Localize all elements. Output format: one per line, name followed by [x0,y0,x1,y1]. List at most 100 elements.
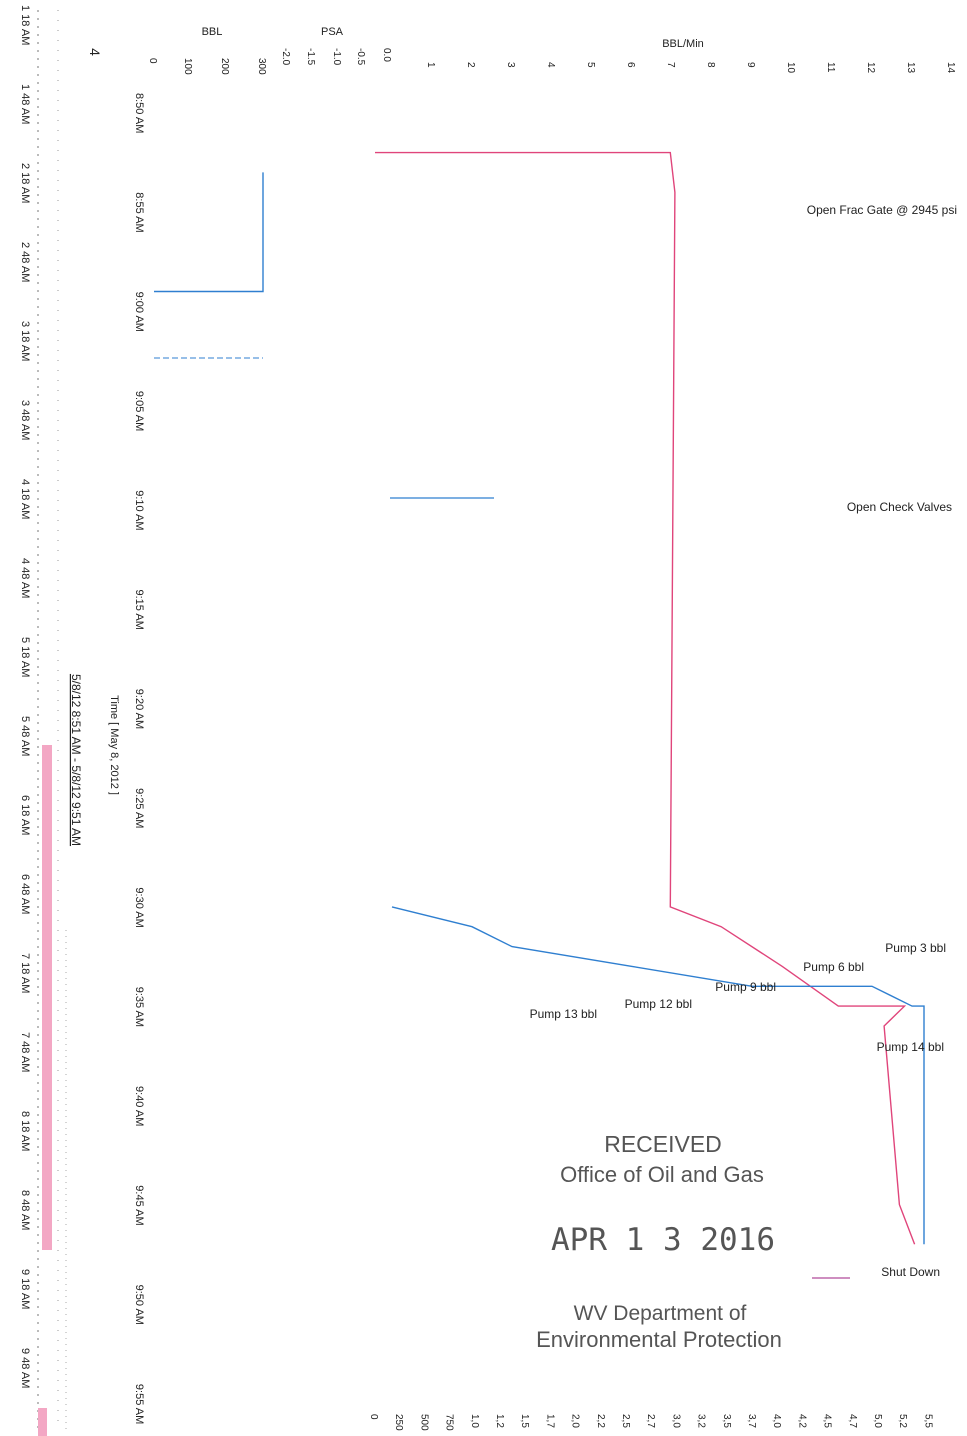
rate-tick-label: 8 [705,62,716,68]
time-tick-label: 9:40 AM [133,1086,145,1126]
overview-tick-label: 9 18 AM [19,1269,31,1309]
bblmin-axis-label: BBL/Min [662,38,704,50]
pressure-tick-label: 1,5 [519,1414,530,1428]
received-stamp: RECEIVED Office of Oil and Gas APR 1 3 2… [536,1131,782,1352]
overview-highlight-band [42,745,52,1250]
annotation-label: Pump 13 bbl [530,1007,597,1021]
stamp-env-protection: Environmental Protection [536,1327,782,1352]
annotation-label: Pump 12 bbl [625,997,692,1011]
psa-tick-label: -1.5 [305,48,316,66]
time-tick-label: 9:25 AM [133,788,145,828]
annotation-label: Shut Down [881,1265,940,1279]
series-line-2 [391,906,925,1245]
overview-highlight-band-end [38,1408,47,1436]
time-tick-label: 9:10 AM [133,490,145,530]
overview-tick-label: 5 18 AM [19,637,31,677]
series-line-1 [154,172,264,293]
pressure-tick-label: 5,5 [922,1414,933,1428]
overview-arrow: 4 [87,48,103,56]
rate-tick-label: 7 [665,62,676,68]
pressure-tick-label: 2,2 [595,1414,606,1428]
bbl-tick-label: 0 [147,58,158,64]
time-tick-label: 9:20 AM [133,689,145,729]
rate-tick-label: 6 [625,62,636,68]
time-tick-label: 9:50 AM [133,1285,145,1325]
overview-tick-label: 8 48 AM [19,1190,31,1230]
time-tick-label: 8:55 AM [133,192,145,232]
bbl-tick-label: 300 [256,58,267,75]
overview-tick-label: 9 48 AM [19,1348,31,1388]
annotation-label: Open Frac Gate @ 2945 psi [807,203,957,217]
rate-tick-label: 12 [865,62,876,74]
stamp-wv-dept: WV Department of [574,1302,747,1325]
stamp-office: Office of Oil and Gas [560,1162,764,1187]
pressure-tick-label: 4,0 [771,1414,782,1428]
series-line-0 [375,151,916,1245]
pressure-tick-label: 4,2 [796,1414,807,1428]
overview-tick-label: 4 18 AM [19,479,31,519]
bbl-tick-label: 100 [182,58,193,75]
pressure-tick-label: 3,5 [721,1414,732,1428]
overview-tick-label: 7 18 AM [19,953,31,993]
pressure-tick-label: 5,0 [872,1414,883,1428]
stamp-received: RECEIVED [604,1131,722,1157]
pressure-tick-label: 5,2 [897,1414,908,1428]
time-tick-label: 9:05 AM [133,391,145,431]
overview-tick-label: 3 48 AM [19,400,31,440]
rate-tick-label: 5 [585,62,596,68]
overview-tick-label: 1 48 AM [19,84,31,124]
annotation-label: Pump 9 bbl [715,980,776,994]
overview-tick-label: 2 18 AM [19,163,31,203]
psa-tick-label: -2.0 [280,48,291,66]
rate-tick-label: 13 [905,62,916,74]
psa-tick-label: -1.0 [331,48,342,66]
stamp-date: APR 1 3 2016 [551,1222,775,1258]
annotation-label: Pump 3 bbl [885,941,946,955]
time-tick-label: 9:00 AM [133,292,145,332]
pressure-tick-label: 2,5 [620,1414,631,1428]
overview-tick-label: 5 48 AM [19,716,31,756]
psa-axis-label: PSA [321,26,344,38]
overview-tick-label: 6 48 AM [19,874,31,914]
overview-strip: 1 18 AM 1 48 AM 2 18 AM 2 48 AM 3 18 AM 3 48 … [19,5,103,1436]
rate-tick-label: 4 [545,62,556,68]
rate-tick-label: 1 [425,62,436,68]
annotation-label: Pump 6 bbl [803,960,864,974]
pressure-tick-label: 1,2 [494,1414,505,1428]
pressure-tick-label: 1,7 [544,1414,555,1428]
pressure-tick-label: 2,7 [645,1414,656,1428]
overview-tick-label: 6 18 AM [19,795,31,835]
pressure-tick-label: 4,7 [847,1414,858,1428]
pressure-tick-label: 3,2 [696,1414,707,1428]
rate-tick-label: 9 [745,62,756,68]
psa-tick-label: 0.0 [381,48,392,62]
rate-tick-label: 2 [465,62,476,68]
pressure-tick-label: 1,0 [469,1414,480,1428]
x-axis-label: Time [ May 8, 2012 ] [108,695,120,795]
time-tick-label: 9:55 AM [133,1384,145,1424]
time-tick-label: 9:30 AM [133,887,145,927]
overview-tick-label: 4 48 AM [19,558,31,598]
overview-tick-label: 8 18 AM [19,1111,31,1151]
pressure-tick-label: 500 [418,1414,429,1431]
overview-tick-label: 3 18 AM [19,321,31,361]
rate-tick-label: 10 [785,62,796,74]
rate-tick-label: 3 [505,62,516,68]
pressure-tick-label: 2,0 [570,1414,581,1428]
bbl-tick-label: 200 [219,58,230,75]
overview-range-label: 5/8/12 8:51 AM - 5/8/12 9:51 AM [69,674,83,846]
pressure-tick-label: 0 [368,1414,379,1420]
overview-tick-label: 7 48 AM [19,1032,31,1072]
rate-tick-label: 14 [945,62,956,74]
pressure-tick-label: 4,5 [822,1414,833,1428]
time-tick-label: 9:15 AM [133,590,145,630]
overview-tick-label: 2 48 AM [19,242,31,282]
pressure-tick-label: 3,7 [746,1414,757,1428]
rate-tick-label: 11 [825,62,836,73]
pressure-tick-label: 750 [444,1414,455,1431]
psa-tick-label: -0.5 [355,48,366,66]
annotation-label: Open Check Valves [847,500,952,514]
annotation-label: Pump 14 bbl [877,1040,944,1054]
time-tick-label: 8:50 AM [133,93,145,133]
